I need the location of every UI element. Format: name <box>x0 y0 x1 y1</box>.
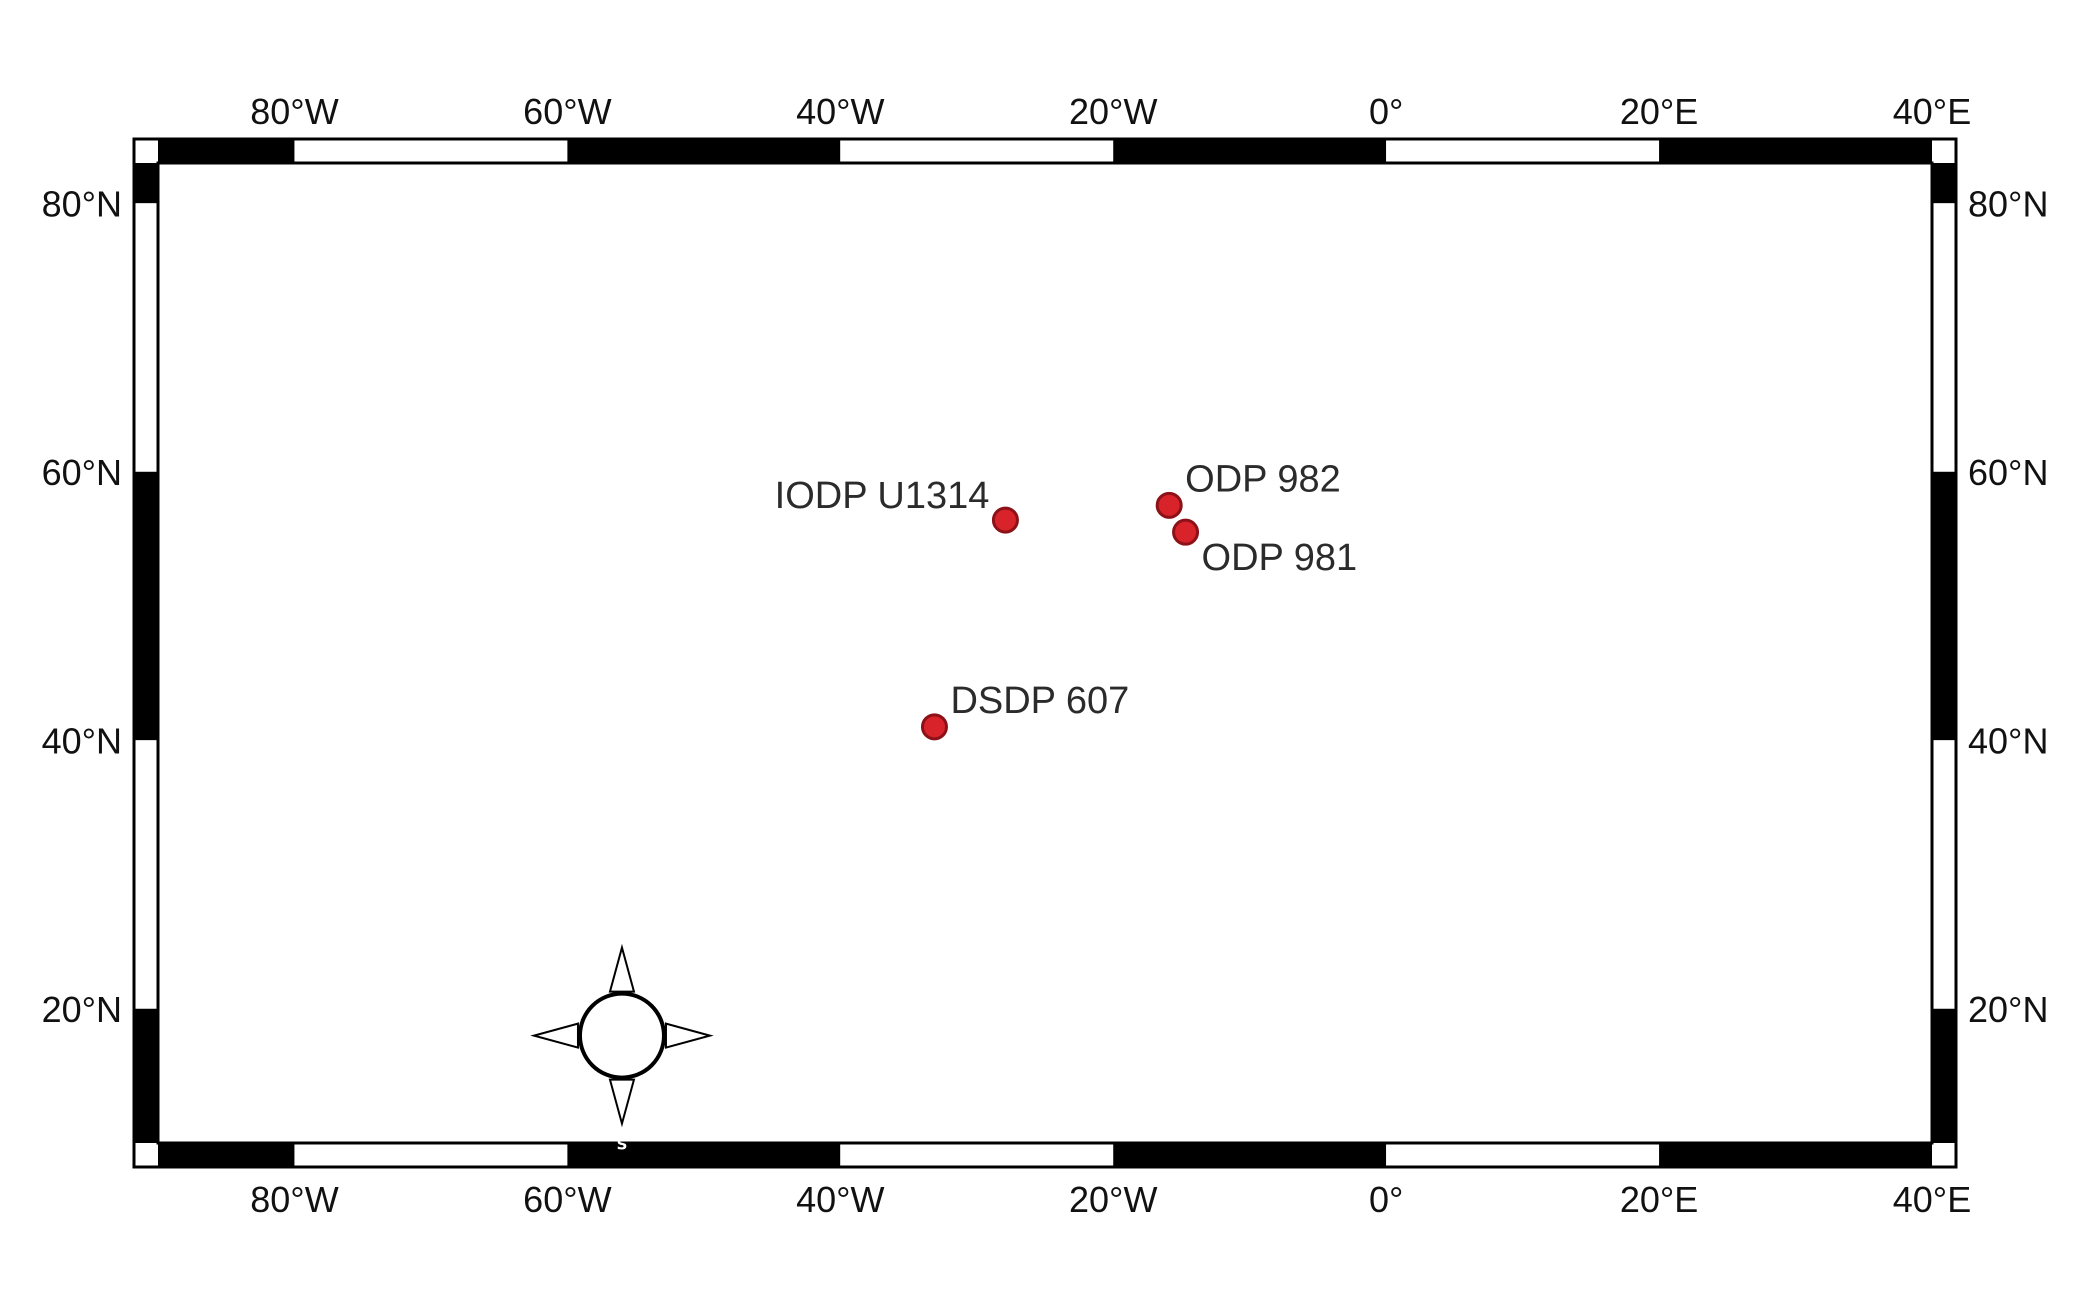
frame-band-left <box>134 1008 158 1143</box>
lon-tick-label-top: 80°W <box>250 91 338 132</box>
frame-band-right <box>1932 203 1956 472</box>
site-marker <box>991 506 1019 534</box>
compass-west-arrow <box>530 1022 579 1049</box>
compass-n-label: N <box>616 922 629 940</box>
frame-band-top <box>567 139 841 163</box>
frame-band-bottom <box>158 1143 295 1167</box>
map-frame <box>132 137 1958 1169</box>
lon-tick-label-top: 20°W <box>1069 91 1157 132</box>
frame-band-top <box>294 139 568 163</box>
site-marker <box>1172 518 1200 546</box>
lon-tick-label-top: 60°W <box>523 91 611 132</box>
compass-east-arrow <box>664 1022 714 1049</box>
site-label: ODP 982 <box>1185 458 1341 500</box>
drill-sites: IODP U1314 ODP 982 ODP 981 DSDP 607 <box>775 458 1358 741</box>
site-label: IODP U1314 <box>775 475 990 517</box>
lon-tick-label-top: 40°W <box>796 91 884 132</box>
lat-tick-label-right: 80°N <box>1968 183 2048 224</box>
frame-band-bottom <box>567 1143 841 1167</box>
graticule-labels: 80°W 80°W 60°W 60°W 40°W 40°W 20°W 20°W 0° 0° 20°E… <box>42 91 2049 1220</box>
lon-tick-label-top: 0° <box>1369 91 1403 132</box>
compass-rose-icon: N S E W <box>510 922 731 1154</box>
frame-band-bottom <box>1386 1143 1660 1167</box>
frame-outer <box>132 137 1958 1169</box>
site-marker <box>920 713 948 741</box>
frame-band-bottom <box>1659 1143 1932 1167</box>
compass-s-label: S <box>617 1136 628 1154</box>
frame-band-top <box>1386 139 1660 163</box>
lat-tick-label-right: 40°N <box>1968 720 2048 761</box>
frame-band-left <box>134 740 158 1009</box>
frame-band-right <box>1932 1008 1956 1143</box>
frame-band-right <box>1932 471 1956 741</box>
frame-band-left <box>134 471 158 741</box>
frame-inner-border <box>156 161 1934 1145</box>
frame-band-top <box>1659 139 1932 163</box>
lon-tick-label-bottom: 40°W <box>796 1179 884 1220</box>
compass-south-arrow <box>608 1078 636 1128</box>
frame-band-right <box>1932 740 1956 1009</box>
frame-band-left <box>134 203 158 472</box>
frame-band-top <box>158 139 295 163</box>
compass-e-label: E <box>721 1027 731 1045</box>
lat-tick-label-left: 60°N <box>42 452 122 493</box>
frame-band-left <box>134 163 158 204</box>
lat-tick-label-left: 20°N <box>42 989 122 1030</box>
frame-band-top <box>840 139 1114 163</box>
frame-band-bottom <box>1113 1143 1387 1167</box>
frame-band-right <box>1932 163 1956 204</box>
lon-tick-label-bottom: 0° <box>1369 1179 1403 1220</box>
lon-tick-label-bottom: 60°W <box>523 1179 611 1220</box>
lon-tick-label-top: 20°E <box>1620 91 1698 132</box>
lat-tick-label-left: 80°N <box>42 183 122 224</box>
lon-tick-label-bottom: 80°W <box>250 1179 338 1220</box>
lon-tick-label-bottom: 40°E <box>1893 1179 1971 1220</box>
compass-ring <box>577 991 666 1080</box>
site-marker <box>1155 491 1183 519</box>
site-label: DSDP 607 <box>950 680 1129 722</box>
lon-tick-label-bottom: 20°E <box>1620 1179 1698 1220</box>
frame-band-top <box>1113 139 1387 163</box>
lon-tick-label-top: 40°E <box>1893 91 1971 132</box>
lat-tick-label-right: 20°N <box>1968 989 2048 1030</box>
lat-tick-label-right: 60°N <box>1968 452 2048 493</box>
frame-border <box>132 137 1958 1169</box>
frame-band-bottom <box>840 1143 1114 1167</box>
site-label: ODP 981 <box>1202 537 1358 579</box>
lon-tick-label-bottom: 20°W <box>1069 1179 1157 1220</box>
compass-w-label: W <box>510 1027 527 1045</box>
frame-band-bottom <box>294 1143 568 1167</box>
compass-north-arrow <box>608 943 636 993</box>
lat-tick-label-left: 40°N <box>42 720 122 761</box>
